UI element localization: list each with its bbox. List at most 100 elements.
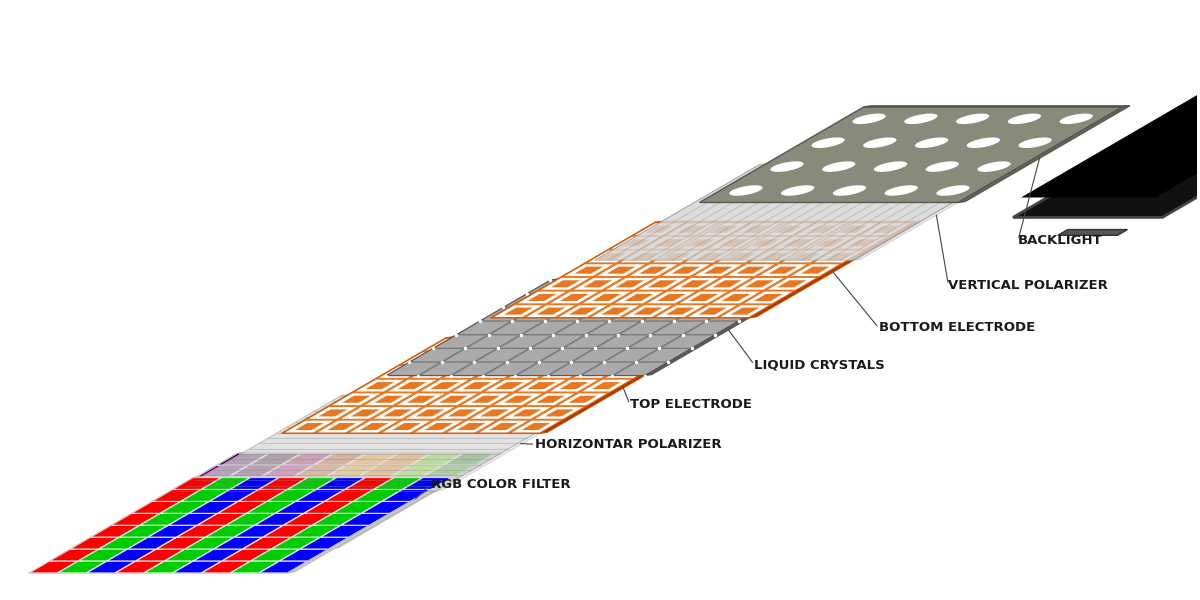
Polygon shape <box>392 423 421 430</box>
Polygon shape <box>444 366 492 378</box>
Polygon shape <box>654 239 683 247</box>
Polygon shape <box>318 409 347 416</box>
Polygon shape <box>595 164 1018 260</box>
Polygon shape <box>509 366 557 378</box>
Polygon shape <box>59 562 106 573</box>
Polygon shape <box>565 264 613 276</box>
Polygon shape <box>580 308 630 320</box>
Polygon shape <box>574 366 622 378</box>
Polygon shape <box>506 295 557 307</box>
Polygon shape <box>541 278 589 290</box>
Polygon shape <box>269 538 317 548</box>
Polygon shape <box>685 322 736 334</box>
Polygon shape <box>389 368 418 376</box>
Polygon shape <box>732 223 780 235</box>
Polygon shape <box>365 382 394 389</box>
Polygon shape <box>236 538 284 548</box>
Polygon shape <box>966 137 1000 148</box>
Polygon shape <box>616 280 644 287</box>
Polygon shape <box>588 322 638 334</box>
Polygon shape <box>308 407 356 419</box>
Polygon shape <box>215 538 262 549</box>
Polygon shape <box>721 305 769 317</box>
Polygon shape <box>328 423 356 430</box>
Polygon shape <box>331 452 503 549</box>
Polygon shape <box>485 380 533 391</box>
Polygon shape <box>551 368 580 376</box>
Polygon shape <box>154 490 199 501</box>
Polygon shape <box>592 382 620 389</box>
Polygon shape <box>457 423 486 430</box>
Polygon shape <box>797 223 845 235</box>
Polygon shape <box>203 478 248 489</box>
Polygon shape <box>232 562 277 573</box>
Polygon shape <box>626 281 677 293</box>
Polygon shape <box>373 407 421 419</box>
Polygon shape <box>425 423 454 430</box>
Polygon shape <box>328 466 376 476</box>
Polygon shape <box>667 223 715 235</box>
Polygon shape <box>186 538 233 549</box>
Polygon shape <box>677 237 725 249</box>
Polygon shape <box>527 305 575 317</box>
Polygon shape <box>616 368 644 376</box>
Polygon shape <box>540 337 712 433</box>
Polygon shape <box>574 278 622 290</box>
Text: RGB COLOR FILTER: RGB COLOR FILTER <box>431 478 570 491</box>
Polygon shape <box>96 526 143 536</box>
Polygon shape <box>653 322 703 334</box>
Polygon shape <box>244 538 290 549</box>
Polygon shape <box>575 266 604 274</box>
Polygon shape <box>781 185 815 196</box>
Polygon shape <box>724 281 774 293</box>
Polygon shape <box>458 339 506 350</box>
Polygon shape <box>829 223 877 235</box>
Polygon shape <box>319 490 366 500</box>
Polygon shape <box>760 253 788 260</box>
Polygon shape <box>468 341 497 348</box>
Polygon shape <box>318 478 364 489</box>
Polygon shape <box>174 478 220 489</box>
Polygon shape <box>732 295 782 307</box>
Polygon shape <box>472 396 500 403</box>
Polygon shape <box>551 280 580 287</box>
Polygon shape <box>343 514 390 524</box>
Polygon shape <box>301 538 349 548</box>
Polygon shape <box>91 526 138 537</box>
Polygon shape <box>638 349 689 361</box>
Polygon shape <box>403 352 451 364</box>
Polygon shape <box>756 281 806 293</box>
Polygon shape <box>470 407 518 419</box>
Polygon shape <box>583 280 612 287</box>
Polygon shape <box>598 341 626 348</box>
Polygon shape <box>559 305 607 317</box>
Polygon shape <box>620 251 668 262</box>
Polygon shape <box>691 281 742 293</box>
Polygon shape <box>260 562 306 573</box>
Polygon shape <box>550 380 598 391</box>
Polygon shape <box>551 362 601 375</box>
Polygon shape <box>541 366 589 378</box>
Polygon shape <box>874 161 907 172</box>
Polygon shape <box>342 514 389 525</box>
Polygon shape <box>695 253 724 260</box>
Polygon shape <box>499 352 547 364</box>
Polygon shape <box>174 562 220 573</box>
Polygon shape <box>397 382 426 389</box>
Polygon shape <box>515 308 565 320</box>
Polygon shape <box>518 362 569 375</box>
Polygon shape <box>445 454 493 464</box>
Polygon shape <box>904 113 937 124</box>
Polygon shape <box>806 226 835 233</box>
Polygon shape <box>341 407 389 419</box>
Polygon shape <box>862 223 910 235</box>
Polygon shape <box>800 266 829 274</box>
Polygon shape <box>700 223 748 235</box>
Polygon shape <box>476 366 524 378</box>
Polygon shape <box>700 295 750 307</box>
Polygon shape <box>322 526 368 537</box>
Polygon shape <box>636 295 685 307</box>
Polygon shape <box>541 355 570 362</box>
Polygon shape <box>242 478 290 488</box>
Polygon shape <box>332 394 380 405</box>
